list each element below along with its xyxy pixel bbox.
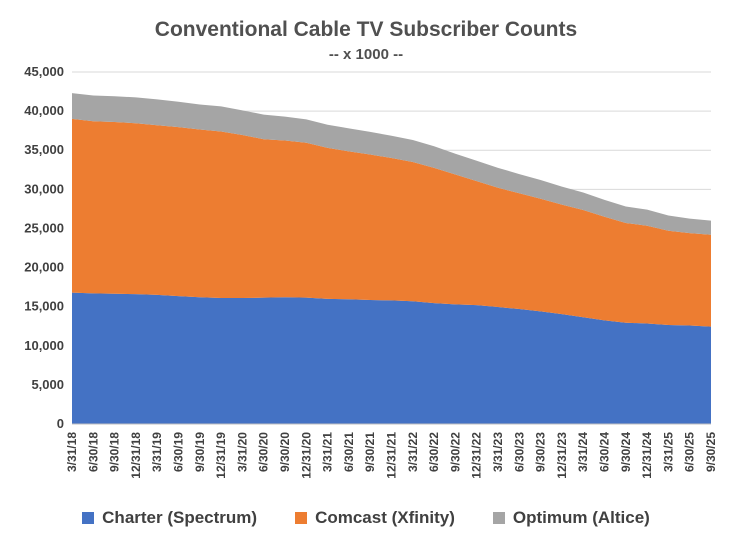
x-tick-label: 6/30/19 — [172, 432, 186, 472]
x-tick-label: 3/31/25 — [661, 432, 675, 472]
x-tick-label: 9/30/23 — [534, 432, 548, 472]
x-tick-label: 6/30/23 — [512, 432, 526, 472]
x-tick-label: 12/31/20 — [299, 432, 313, 479]
legend-label: Charter (Spectrum) — [102, 508, 258, 527]
x-tick-label: 3/31/23 — [491, 432, 505, 472]
chart-subtitle: -- x 1000 -- — [328, 46, 404, 63]
x-tick-label: 3/31/20 — [235, 432, 249, 472]
x-tick-label: 9/30/24 — [619, 432, 633, 472]
legend-label: Comcast (Xfinity) — [315, 508, 455, 527]
y-tick-label: 25,000 — [24, 220, 64, 235]
x-tick-label: 3/31/18 — [65, 432, 79, 472]
x-tick-label: 3/31/24 — [576, 432, 590, 472]
legend-swatch — [82, 512, 95, 524]
area-optimum-altice — [72, 93, 711, 235]
x-tick-label: 6/30/21 — [342, 432, 356, 472]
x-tick-label: 3/31/19 — [150, 432, 164, 472]
x-tick-label: 3/31/22 — [406, 432, 420, 472]
x-tick-label: 9/30/22 — [448, 432, 462, 472]
legend-item: Optimum (Altice) — [492, 508, 650, 528]
x-tick-label: 6/30/24 — [598, 432, 612, 472]
y-tick-label: 0 — [57, 416, 64, 431]
x-tick-label: 9/30/18 — [108, 432, 122, 472]
y-tick-label: 15,000 — [24, 299, 64, 314]
x-tick-label: 9/30/25 — [704, 432, 718, 472]
x-tick-label: 12/31/23 — [555, 432, 569, 479]
x-tick-label: 6/30/18 — [86, 432, 100, 472]
y-tick-label: 20,000 — [24, 260, 64, 275]
y-tick-label: 45,000 — [24, 64, 64, 79]
x-tick-label: 12/31/19 — [214, 432, 228, 479]
x-tick-label: 12/31/21 — [385, 432, 399, 479]
legend-item: Charter (Spectrum) — [82, 508, 257, 528]
x-tick-label: 12/31/24 — [640, 432, 654, 479]
y-tick-label: 40,000 — [24, 103, 64, 118]
x-tick-label: 9/30/19 — [193, 432, 207, 472]
x-tick-label: 12/31/18 — [129, 432, 143, 479]
x-tick-label: 9/30/20 — [278, 432, 292, 472]
legend-label: Optimum (Altice) — [512, 508, 650, 527]
legend-item: Comcast (Xfinity) — [295, 508, 455, 528]
x-tick-label: 9/30/21 — [363, 432, 377, 472]
x-tick-label: 12/31/22 — [470, 432, 484, 479]
y-tick-label: 5,000 — [31, 377, 64, 392]
legend: Charter (Spectrum) Comcast (Xfinity) Optim… — [0, 508, 732, 528]
x-tick-label: 6/30/20 — [257, 432, 271, 472]
area-comcast-xfinity — [72, 118, 711, 327]
y-tick-label: 35,000 — [24, 142, 64, 157]
x-tick-label: 3/31/21 — [321, 432, 335, 472]
x-tick-label: 6/30/25 — [683, 432, 697, 472]
chart-title: Conventional Cable TV Subscriber Counts — [154, 18, 578, 41]
area-charter-spectrum — [72, 292, 711, 424]
legend-swatch — [295, 512, 308, 524]
y-tick-label: 30,000 — [24, 181, 64, 196]
legend-swatch — [492, 512, 505, 524]
y-tick-label: 10,000 — [24, 338, 64, 353]
x-tick-label: 6/30/22 — [427, 432, 441, 472]
